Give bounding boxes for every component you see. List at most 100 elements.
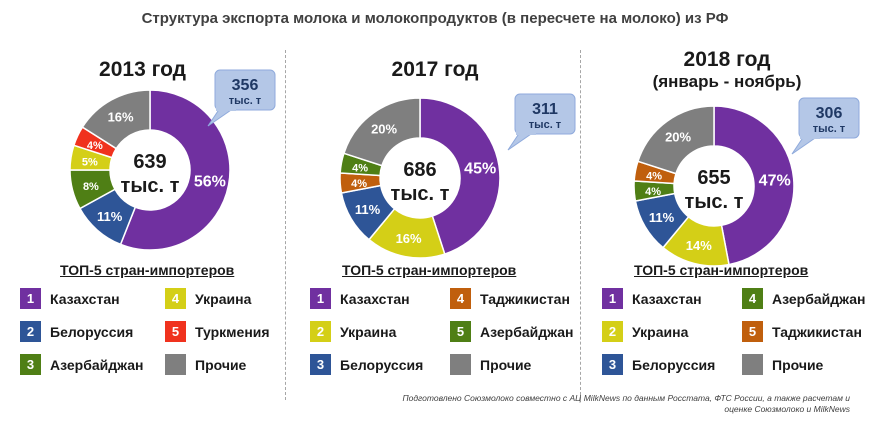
legend-swatch: 3 <box>602 354 623 375</box>
legend-label: Таджикистан <box>480 290 570 307</box>
chart-title: Структура экспорта молока и молокопродук… <box>141 10 729 27</box>
center-total-value: 686 <box>403 159 436 181</box>
legend-label: Азербайджан <box>480 323 574 340</box>
panel-2017: 2017 год 45% 16% 11% 4% 4% 20% 686 тыс. т 311 ты… <box>290 0 580 400</box>
legend-swatch <box>742 354 763 375</box>
slice-label-4: 4% <box>352 163 368 175</box>
center-total-unit: тыс. т <box>121 175 180 197</box>
slice-label-0: 56% <box>194 173 226 190</box>
legend-label: Казахстан <box>340 290 410 307</box>
callout-joint <box>516 130 536 135</box>
center-total-unit: тыс. т <box>391 183 450 205</box>
legend-label: Белоруссия <box>50 323 134 340</box>
legend-item: 4 Украина <box>165 288 251 309</box>
slice-label-2: 8% <box>83 181 99 193</box>
callout-joint <box>800 134 820 139</box>
panel-year-title: 2013 год <box>99 58 186 81</box>
panel-2018: 2018 год (январь - ноябрь) 47% 14% 11% 4% 4%… <box>584 0 870 400</box>
legend-label: Таджикистан <box>772 323 862 340</box>
panel-year-title: 2018 год <box>683 48 771 71</box>
legend-item: 2 Белоруссия <box>20 321 133 342</box>
legend-label: Прочие <box>480 356 532 373</box>
legend-label: Казахстан <box>50 290 120 307</box>
legend-swatch: 4 <box>165 288 186 309</box>
legend-item: 2 Украина <box>310 321 396 342</box>
pie-slice-5 <box>636 105 715 175</box>
pie-slice-5 <box>81 89 151 150</box>
legend-swatch <box>450 354 471 375</box>
legend-item: Прочие <box>742 354 823 375</box>
callout-value: 306 <box>816 105 843 122</box>
legend-swatch <box>165 354 186 375</box>
legend-swatch: 2 <box>310 321 331 342</box>
legend-swatch: 5 <box>450 321 471 342</box>
legend-item: 5 Туркмения <box>165 321 270 342</box>
pie-slice-5 <box>342 97 421 167</box>
slice-label-0: 45% <box>464 161 496 178</box>
slice-label-3: 5% <box>82 157 98 169</box>
slice-label-2: 11% <box>355 202 381 217</box>
legend-swatch: 2 <box>602 321 623 342</box>
legend-item: 1 Казахстан <box>310 288 410 309</box>
legend-swatch: 2 <box>20 321 41 342</box>
legend-label: Казахстан <box>632 290 702 307</box>
legend-swatch: 1 <box>602 288 623 309</box>
legend-swatch: 4 <box>742 288 763 309</box>
legend-label: Украина <box>340 323 397 340</box>
callout-box <box>514 93 576 135</box>
slice-label-4: 4% <box>87 140 103 152</box>
callout-unit: тыс. т <box>813 123 846 135</box>
legend-label: Украина <box>632 323 689 340</box>
slice-label-3: 4% <box>645 186 661 198</box>
divider-1 <box>285 50 286 400</box>
source-note: Подготовлено Союзмолоко совместно с АЦ M… <box>402 393 850 414</box>
slice-label-3: 4% <box>351 178 367 190</box>
callout-value: 311 <box>532 101 558 118</box>
legend-label: Прочие <box>195 356 247 373</box>
pie-slice-0 <box>119 89 231 251</box>
top5-label: ТОП-5 стран-импортеров <box>60 262 235 278</box>
legend-item: 3 Белоруссия <box>602 354 715 375</box>
legend-item: 5 Таджикистан <box>742 321 862 342</box>
legend-swatch: 3 <box>310 354 331 375</box>
pie-slice-0 <box>713 105 795 266</box>
slice-label-5: 20% <box>371 122 397 137</box>
callout-value: 356 <box>232 77 259 94</box>
legend-item: 2 Украина <box>602 321 688 342</box>
top5-label: ТОП-5 стран-импортеров <box>634 262 809 278</box>
slice-label-2: 11% <box>649 210 675 225</box>
legend-item: 3 Азербайджан <box>20 354 144 375</box>
slice-label-5: 20% <box>665 130 691 145</box>
legend-item: 3 Белоруссия <box>310 354 423 375</box>
legend-swatch: 4 <box>450 288 471 309</box>
slice-label-1: 11% <box>97 209 123 224</box>
slice-label-1: 16% <box>396 231 422 246</box>
legend-swatch: 5 <box>742 321 763 342</box>
legend-item: 1 Казахстан <box>602 288 702 309</box>
slice-label-0: 47% <box>759 172 791 189</box>
legend-label: Украина <box>195 290 252 307</box>
legend-label: Прочие <box>772 356 824 373</box>
legend-swatch: 1 <box>310 288 331 309</box>
legend-swatch: 1 <box>20 288 41 309</box>
slice-label-1: 14% <box>686 238 712 253</box>
legend-label: Туркмения <box>195 323 270 340</box>
slice-label-4: 4% <box>646 171 662 183</box>
callout-box <box>214 69 276 111</box>
legend-item: 5 Азербайджан <box>450 321 574 342</box>
legend-item: Прочие <box>165 354 246 375</box>
panel-2013: 2013 год 56% 11% 8% 5% 4% 16% 639 тыс. т 356 тыс… <box>0 0 285 400</box>
callout-unit: тыс. т <box>229 95 262 107</box>
callout-joint <box>216 106 236 111</box>
panel-year-subtitle: (январь - ноябрь) <box>652 72 802 91</box>
center-total-unit: тыс. т <box>685 191 744 213</box>
center-total-value: 639 <box>133 151 166 173</box>
slice-label-5: 16% <box>108 110 134 125</box>
legend-label: Азербайджан <box>50 356 144 373</box>
